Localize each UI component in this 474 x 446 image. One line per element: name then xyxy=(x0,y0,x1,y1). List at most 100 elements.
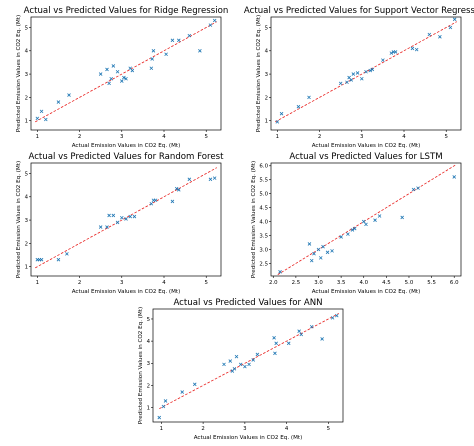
data-point xyxy=(243,364,247,369)
y-tick-label: 1 xyxy=(265,119,268,125)
x-tick-label: 2 xyxy=(201,426,204,432)
data-point xyxy=(339,235,343,239)
data-point xyxy=(176,188,181,192)
x-tick-label: 1 xyxy=(36,134,39,140)
y-tick-label: 3 xyxy=(25,218,28,224)
y-tick-label: 4 xyxy=(147,339,151,345)
y-tick-label: 5 xyxy=(25,25,28,31)
y-axis-label: Predicted Emission Values in CO2 Eq. (Mt… xyxy=(138,307,144,424)
data-point xyxy=(35,116,40,121)
data-point xyxy=(149,201,154,206)
chart-title: Actual vs Predicted Values for Ridge Reg… xyxy=(24,6,229,16)
data-point xyxy=(105,67,109,72)
y-tick-label: 2 xyxy=(147,383,150,389)
x-tick-label: 2.0 xyxy=(269,280,278,286)
data-point xyxy=(274,341,278,346)
data-point xyxy=(198,49,202,53)
reference-line xyxy=(159,313,340,410)
x-tick-label: 2 xyxy=(78,280,81,286)
data-point xyxy=(111,213,116,218)
data-point xyxy=(119,215,124,220)
y-tick-label: 3.0 xyxy=(259,247,268,253)
data-point xyxy=(164,52,168,57)
data-point xyxy=(307,242,312,246)
scatter-chart: Actual vs Predicted Values for ANN 1 2 3 4 5 1… xyxy=(138,298,344,441)
y-tick-label: 3.5 xyxy=(259,233,268,239)
data-point xyxy=(361,219,366,224)
data-point xyxy=(115,220,120,225)
data-point xyxy=(192,382,197,387)
y-tick-label: 2.5 xyxy=(259,261,268,267)
data-point xyxy=(364,222,368,227)
data-point xyxy=(208,177,213,182)
y-tick-label: 3 xyxy=(147,361,150,367)
data-point xyxy=(352,226,357,231)
data-point xyxy=(208,23,213,27)
data-point xyxy=(161,404,166,409)
x-tick-label: 3.0 xyxy=(314,280,323,286)
data-point xyxy=(325,250,330,255)
x-tick-label: 1 xyxy=(160,426,163,432)
data-point xyxy=(180,390,185,394)
x-tick-label: 4.5 xyxy=(382,280,391,286)
y-axis-label: Predicted Emission Values in CO2 Eq. (Mt… xyxy=(256,15,262,132)
data-point xyxy=(238,362,243,367)
x-tick-label: 2.5 xyxy=(292,280,301,286)
y-tick-label: 2 xyxy=(25,95,28,101)
data-point xyxy=(272,336,276,340)
y-axis-label: Predicted Emission Values in CO2 Eq. (Mt… xyxy=(251,161,257,278)
data-point xyxy=(149,66,154,71)
y-tick-label: 5 xyxy=(25,171,28,177)
data-point xyxy=(351,72,356,76)
data-point xyxy=(105,225,109,229)
x-tick-label: 5.0 xyxy=(405,280,414,286)
data-point xyxy=(39,257,44,262)
chart-panel-random-forest: Actual vs Predicted Values for Random Fo… xyxy=(4,150,224,296)
x-axis-label: Actual Emission Values in CO2 Eq. (Mt) xyxy=(72,289,181,295)
data-point xyxy=(56,100,61,104)
data-point xyxy=(251,358,256,362)
plot-area xyxy=(270,162,462,277)
y-tick-label: 2 xyxy=(25,241,28,247)
data-point xyxy=(364,69,368,74)
x-tick-label: 1 xyxy=(276,134,279,140)
scatter-chart: Actual vs Predicted Values for Support V… xyxy=(244,6,474,149)
data-point xyxy=(228,359,233,363)
data-point xyxy=(122,75,126,80)
chart-panel-lstm: Actual vs Predicted Values for LSTM 2.0 2.… xyxy=(244,150,464,296)
data-point xyxy=(416,186,420,190)
data-point xyxy=(359,76,364,81)
data-point xyxy=(349,78,354,82)
y-tick-label: 2 xyxy=(265,95,268,101)
x-tick-label: 4.0 xyxy=(359,280,368,286)
data-point xyxy=(452,17,457,22)
data-point xyxy=(321,244,325,249)
data-point xyxy=(410,46,415,51)
data-point xyxy=(174,186,179,191)
data-point xyxy=(222,362,226,367)
plot-area xyxy=(30,16,222,131)
data-point xyxy=(438,35,442,39)
data-point xyxy=(350,228,355,232)
data-point xyxy=(299,332,304,337)
data-point xyxy=(334,313,339,318)
y-tick-label: 4.0 xyxy=(259,219,268,225)
chart-title: Actual vs Predicted Values for LSTM xyxy=(289,152,442,162)
data-point xyxy=(411,187,416,192)
y-tick-label: 5.5 xyxy=(259,178,268,184)
data-point xyxy=(187,33,192,38)
x-axis-label: Actual Emission Values in CO2 Eq. (Mt) xyxy=(72,143,181,149)
x-tick-label: 3 xyxy=(243,426,246,432)
x-tick-label: 2 xyxy=(78,134,81,140)
data-point xyxy=(130,68,135,73)
data-point xyxy=(212,18,217,23)
x-tick-label: 3 xyxy=(120,280,123,286)
data-point xyxy=(157,415,162,420)
x-tick-label: 4 xyxy=(162,134,166,140)
x-tick-label: 3 xyxy=(120,134,123,140)
data-point xyxy=(286,341,291,346)
data-point xyxy=(273,351,277,356)
y-tick-label: 4 xyxy=(25,195,29,201)
data-point xyxy=(56,257,61,262)
y-tick-label: 5.0 xyxy=(259,192,268,198)
